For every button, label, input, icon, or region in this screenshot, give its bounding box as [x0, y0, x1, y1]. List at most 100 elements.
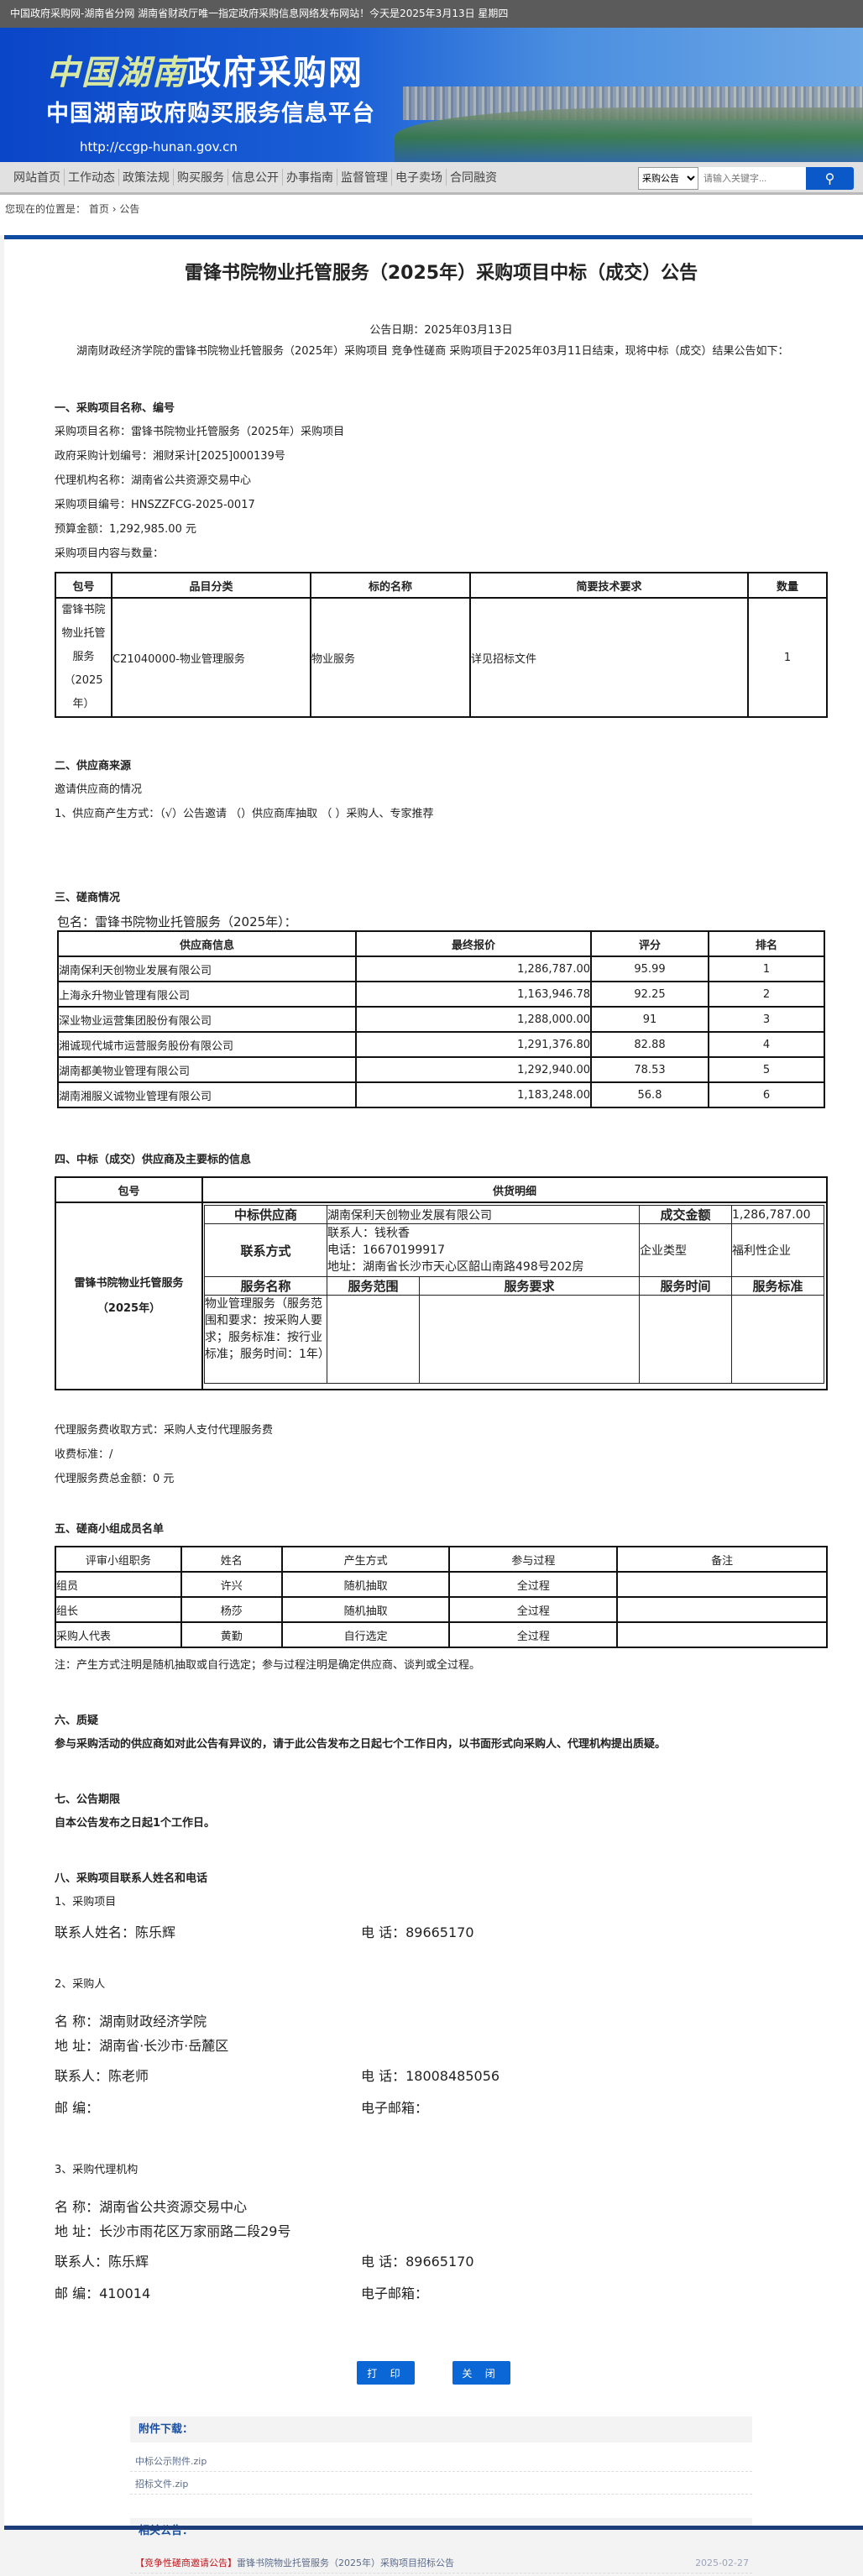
- breadcrumb: 您现在的位置是： 首页 › 公告: [0, 195, 863, 235]
- label: 联系方式: [204, 1223, 327, 1277]
- col-header: 供应商信息: [57, 930, 357, 957]
- agency-zip-email: 邮 编：410014 电子邮箱：: [55, 2285, 429, 2301]
- table-row: 组员 许兴 随机抽取 全过程: [55, 1571, 828, 1598]
- project-name: 采购项目名称：雷锋书院物业托管服务（2025年）采购项目: [55, 426, 345, 438]
- river-island-image: [395, 107, 863, 162]
- search-bar: 采购公告 ⚲: [638, 167, 854, 190]
- cell: 杨莎: [180, 1596, 283, 1623]
- cell: [616, 1621, 828, 1648]
- table-row: 上海永升物业管理有限公司 1,163,946.78 92.25 2: [57, 981, 825, 1008]
- cell: 深业物业运营集团股份有限公司: [57, 1006, 357, 1033]
- attachment-link[interactable]: 招标文件.zip: [130, 2472, 752, 2495]
- label: 企业类型: [639, 1223, 732, 1277]
- notice-intro: 湖南财政经济学院的雷锋书院物业托管服务（2025年）采购项目 竞争性磋商 采购项…: [76, 345, 789, 358]
- winner-table: 包号 供货明细 雷锋书院物业托管服务 （2025年） 中标供应商 湖南保利天创物业发…: [55, 1176, 828, 1390]
- breadcrumb-label: 您现在的位置是：: [5, 203, 86, 215]
- budget: 预算金额：1,292,985.00 元: [55, 523, 196, 536]
- nav-e-mall[interactable]: 电子卖场: [392, 169, 447, 186]
- table-row: 湖南湘服义诚物业管理有限公司 1,183,248.00 56.8 6: [57, 1081, 825, 1108]
- cell: 全过程: [448, 1621, 619, 1648]
- notice-date: 公告日期：2025年03月13日: [369, 324, 513, 337]
- close-button[interactable]: 关 闭: [452, 2361, 510, 2385]
- fee-standard: 收费标准：/: [55, 1448, 113, 1461]
- winner-amount: 1,286,787.00: [731, 1205, 824, 1224]
- content-label: 采购项目内容与数量：: [55, 547, 165, 560]
- search-button[interactable]: ⚲: [806, 167, 854, 190]
- table-row: 湖南都美物业管理有限公司 1,292,940.00 78.53 5: [57, 1056, 825, 1083]
- fee-total: 代理服务费总金额：0 元: [55, 1473, 175, 1485]
- panel-note: 注：产生方式注明是随机抽取或自行选定；参与过程注明是确定供应商、谈判或全过程。: [55, 1659, 481, 1672]
- col-header: 排名: [708, 930, 825, 957]
- related-tag: 【竞争性磋商邀请公告】: [135, 2558, 237, 2568]
- plan-number: 政府采购计划编号：湘财采计[2025]000139号: [55, 450, 285, 463]
- col-header: 评审小组职务: [55, 1546, 182, 1573]
- table-row: 湘诚现代城市运营服务股份有限公司 1,291,376.80 82.88 4: [57, 1031, 825, 1058]
- enterprise-type: 福利性企业: [731, 1223, 824, 1277]
- table-header-row: 供应商信息 最终报价 评分 排名: [57, 930, 825, 957]
- logo-calligraphy: 中国湖南: [46, 53, 187, 92]
- agency-address: 地 址：长沙市雨花区万家丽路二段29号: [55, 2223, 291, 2239]
- nav-info-public[interactable]: 信息公开: [228, 169, 283, 186]
- attachments-title: 附件下载：: [130, 2416, 752, 2442]
- cell: 95.99: [590, 956, 709, 982]
- cell: [616, 1571, 828, 1598]
- package-name: 包名：雷锋书院物业托管服务（2025年）：: [57, 914, 297, 929]
- table-row: 雷锋书院物业托管服务（2025年） C21040000-物业管理服务 物业服务 …: [55, 597, 828, 718]
- related-item[interactable]: 【竞争性磋商邀请公告】雷锋书院物业托管服务（2025年）采购项目招标公告 202…: [130, 2551, 752, 2573]
- nav-guide[interactable]: 办事指南: [283, 169, 337, 186]
- col-header: 包号: [55, 1176, 203, 1203]
- col-header: 服务范围: [327, 1276, 420, 1296]
- related-title: 相关公告：: [130, 2518, 752, 2544]
- label: 中标供应商: [204, 1205, 327, 1224]
- section-heading: 一、采购项目名称、编号: [55, 402, 175, 415]
- cell: 6: [708, 1081, 825, 1108]
- search-input[interactable]: [698, 167, 806, 190]
- purchaser-contact: 联系人：陈老师电 话：18008485056: [55, 2068, 500, 2084]
- col-header: 数量: [747, 572, 828, 599]
- cell: 2: [708, 981, 825, 1008]
- table-header-row: 评审小组职务 姓名 产生方式 参与过程 备注: [55, 1546, 828, 1573]
- section-heading: 四、中标（成交）供应商及主要标的信息: [55, 1154, 252, 1166]
- col-header: 最终报价: [355, 930, 592, 957]
- cell: 黄勤: [180, 1621, 283, 1648]
- cell: 78.53: [590, 1056, 709, 1083]
- purchaser-address: 地 址：湖南省·长沙市·岳麓区: [55, 2038, 229, 2054]
- logo-title: 政府采购网: [187, 53, 364, 92]
- cell: 1: [747, 597, 828, 718]
- print-button[interactable]: 打 印: [357, 2361, 416, 2385]
- nav-home[interactable]: 网站首页: [10, 169, 65, 186]
- nav-purchase-service[interactable]: 购买服务: [174, 169, 228, 186]
- items-table: 包号 品目分类 标的名称 简要技术要求 数量 雷锋书院物业托管服务（2025年）…: [55, 572, 828, 718]
- related-link[interactable]: 雷锋书院物业托管服务（2025年）采购项目招标公告: [237, 2558, 454, 2568]
- cell: 1,286,787.00: [355, 956, 592, 982]
- col-header: 姓名: [180, 1546, 283, 1573]
- search-icon: ⚲: [824, 171, 835, 186]
- nav-work-news[interactable]: 工作动态: [65, 169, 119, 186]
- section-heading: 三、磋商情况: [55, 892, 121, 904]
- attachment-link[interactable]: 中标公示附件.zip: [130, 2449, 752, 2472]
- col-header: 服务名称: [204, 1276, 327, 1296]
- panel-members-table: 评审小组职务 姓名 产生方式 参与过程 备注 组员 许兴 随机抽取 全过程 组长 杨莎 随机…: [55, 1546, 828, 1648]
- cell: 56.8: [590, 1081, 709, 1108]
- site-logo[interactable]: 中国湖南政府采购网: [46, 53, 364, 93]
- section-heading: 二、供应商来源: [55, 760, 132, 772]
- breadcrumb-home[interactable]: 首页: [88, 203, 109, 215]
- cell: 组员: [55, 1571, 182, 1598]
- cell: 湖南湘服义诚物业管理有限公司: [57, 1081, 357, 1108]
- cell: 雷锋书院物业托管服务（2025年）: [55, 597, 112, 718]
- period-text: 自本公告发布之日起1个工作日。: [55, 1817, 216, 1830]
- col-header: 服务时间: [639, 1276, 732, 1296]
- section-heading: 六、质疑: [55, 1715, 99, 1727]
- agency-contact: 联系人：陈乐辉电 话：89665170: [55, 2254, 474, 2270]
- nav-contract-finance[interactable]: 合同融资: [450, 171, 497, 185]
- supplier-method: 1、供应商产生方式：（√）公告邀请 （）供应商库抽取 （ ）采购人、专家推荐: [55, 808, 434, 820]
- search-type-select[interactable]: 采购公告: [638, 167, 698, 190]
- cell: 全过程: [448, 1596, 619, 1623]
- col-header: 标的名称: [310, 572, 471, 599]
- main-nav: 网站首页 工作动态 政策法规 购买服务 信息公开 办事指南 监督管理 电子卖场 …: [0, 162, 863, 195]
- project-contact: 联系人姓名：陈乐辉电 话：89665170: [55, 1924, 474, 1940]
- nav-supervision[interactable]: 监督管理: [337, 169, 392, 186]
- winner-package: 雷锋书院物业托管服务 （2025年）: [55, 1202, 203, 1390]
- nav-policy[interactable]: 政策法规: [119, 169, 174, 186]
- cell: 采购人代表: [55, 1621, 182, 1648]
